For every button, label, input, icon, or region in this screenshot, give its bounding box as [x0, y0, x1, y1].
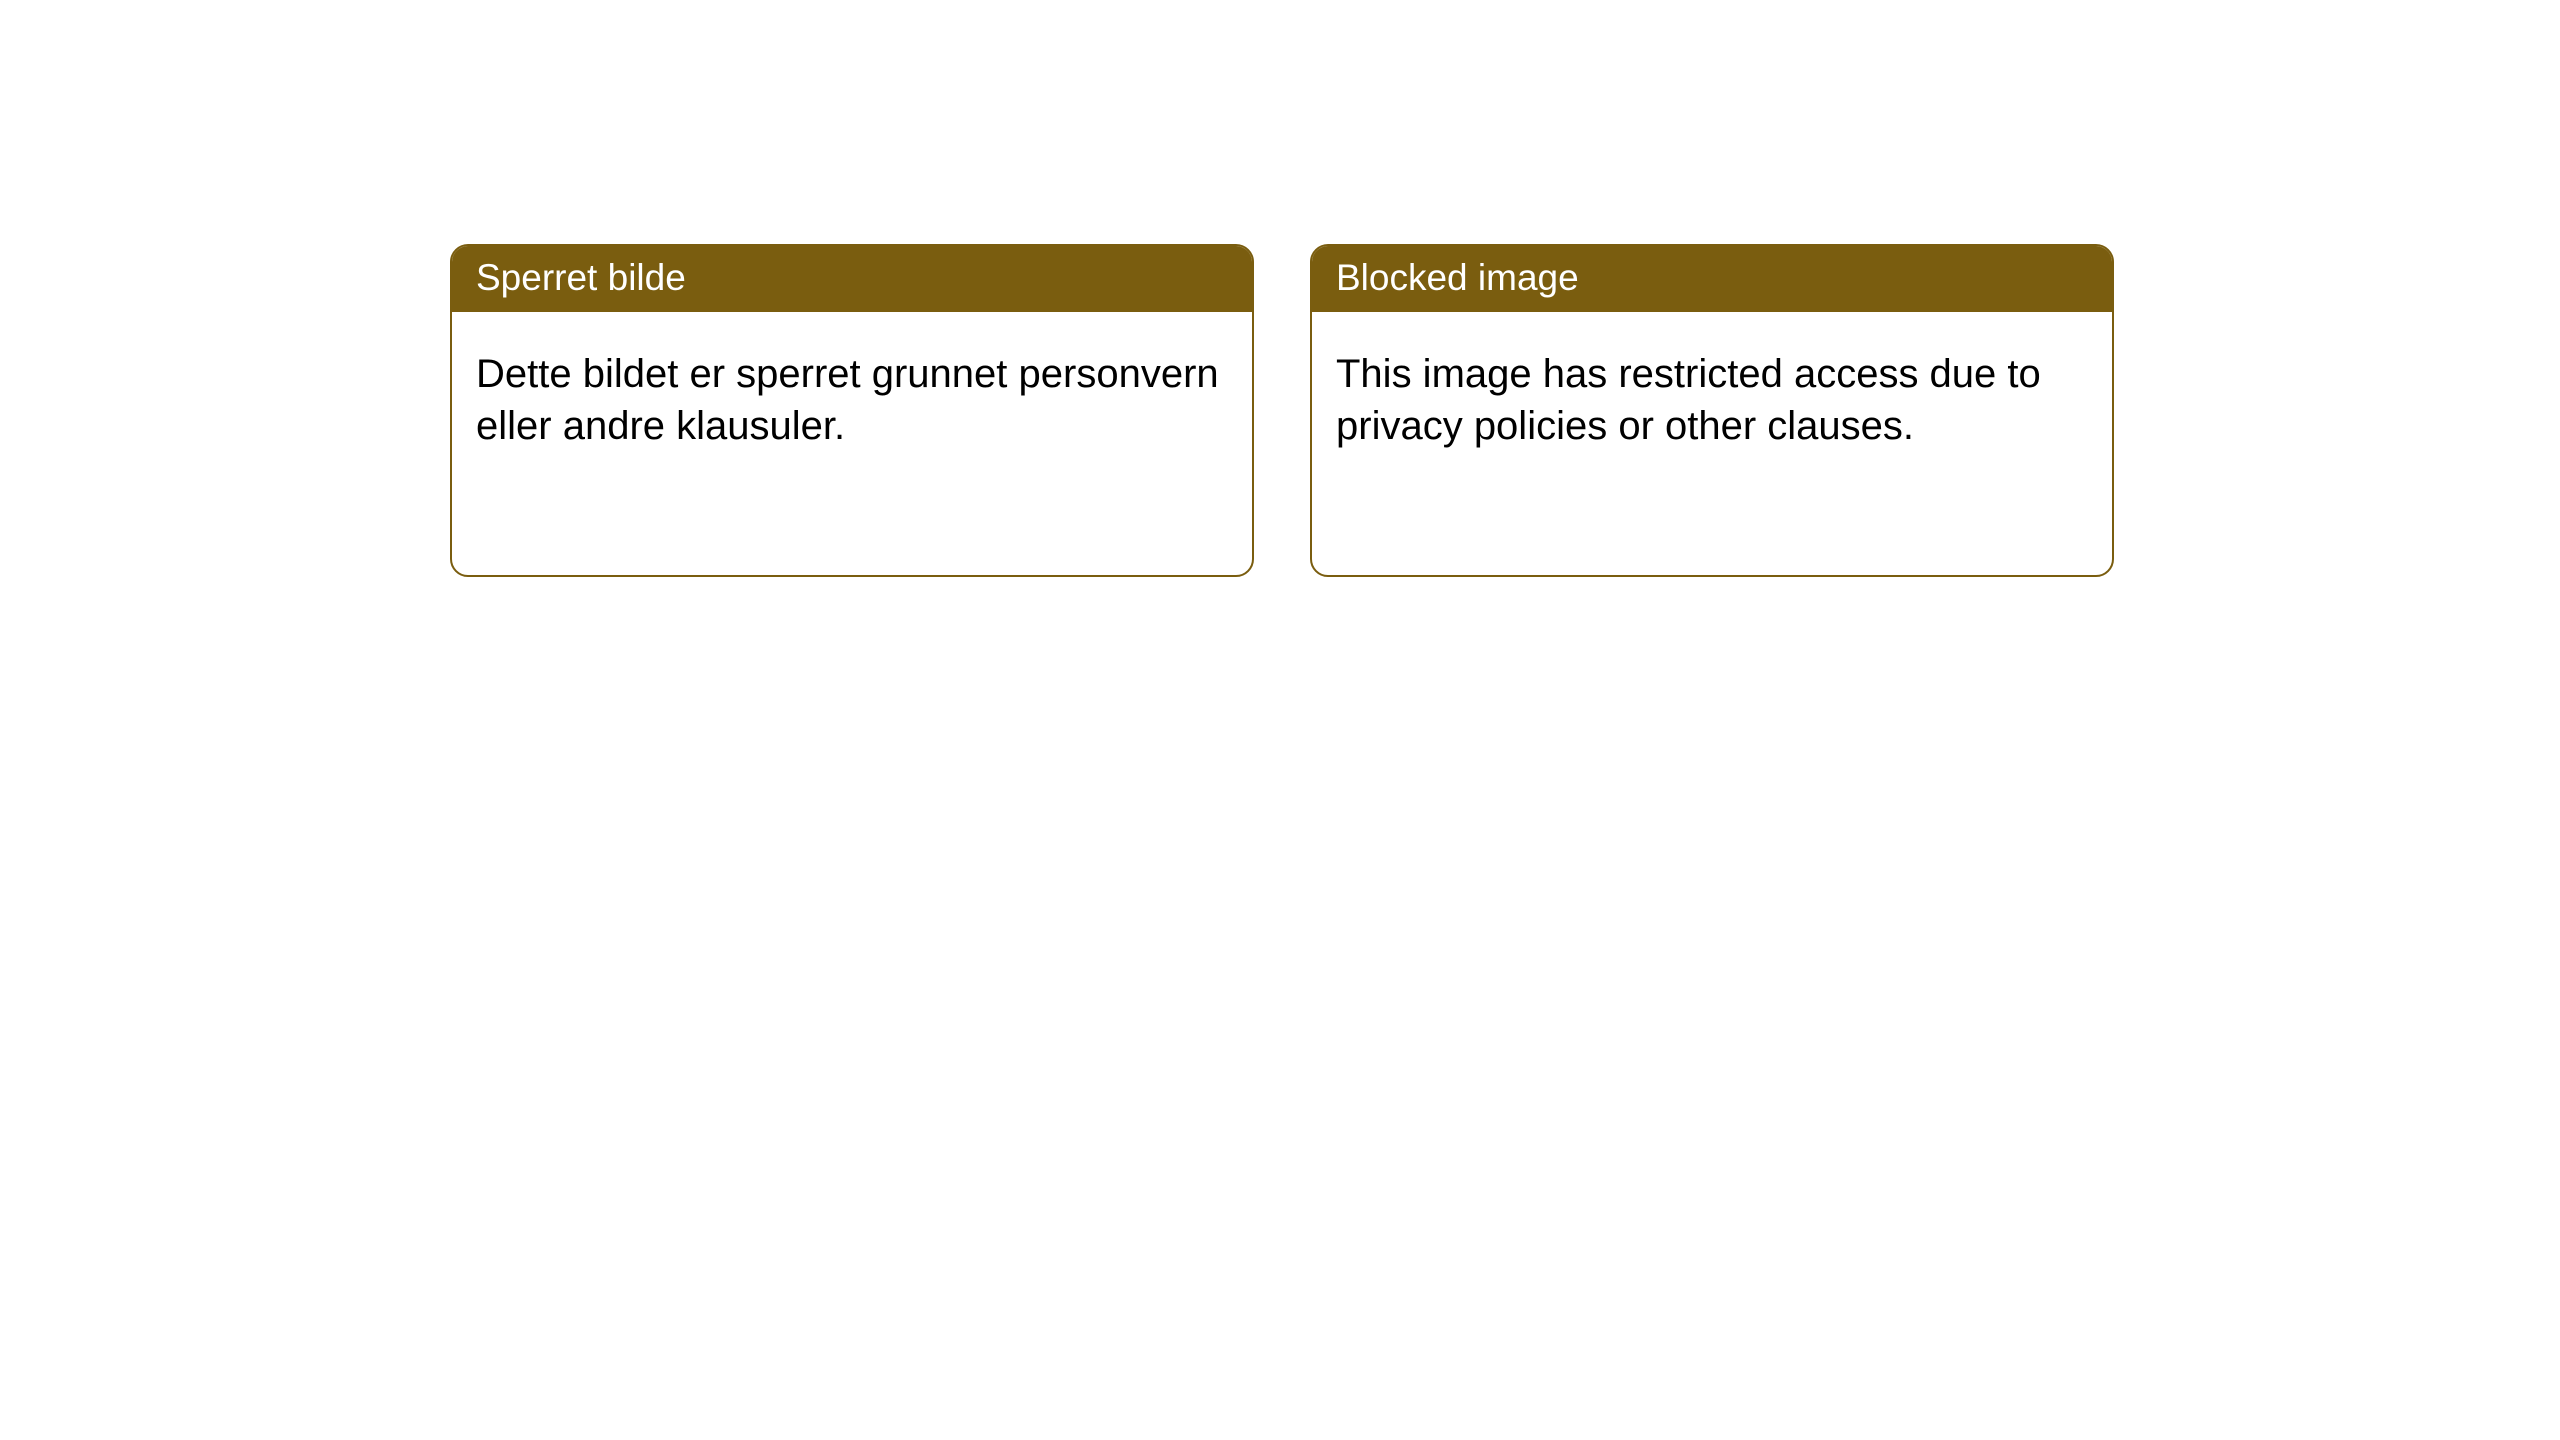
notice-title-no: Sperret bilde: [452, 246, 1252, 312]
notice-title-en: Blocked image: [1312, 246, 2112, 312]
notice-box-en: Blocked image This image has restricted …: [1310, 244, 2114, 577]
notice-body-no: Dette bildet er sperret grunnet personve…: [452, 312, 1252, 476]
notice-box-no: Sperret bilde Dette bildet er sperret gr…: [450, 244, 1254, 577]
notice-body-en: This image has restricted access due to …: [1312, 312, 2112, 476]
notice-container: Sperret bilde Dette bildet er sperret gr…: [0, 0, 2560, 577]
